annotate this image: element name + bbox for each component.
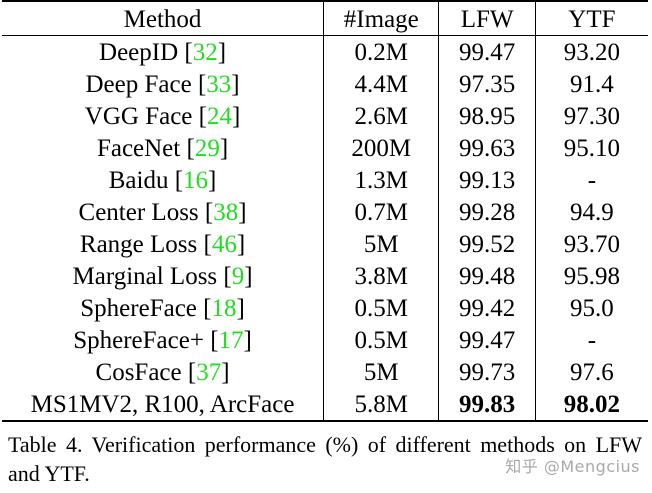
ytf-score-cell: 95.0 — [570, 294, 614, 322]
lfw-score-cell: 99.47 — [438, 35, 536, 68]
method-cell: CosFace [37] — [2, 356, 325, 388]
ytf-score-cell: 97.30 — [563, 102, 621, 130]
lfw-score-cell: 99.28 — [438, 196, 536, 228]
table-row: CosFace [37] 5M 99.73 97.6 — [2, 356, 648, 388]
method-cell: SphereFace+ [17] — [2, 324, 325, 356]
watermark: 知乎 @Mengcius — [505, 457, 640, 476]
lfw-score-cell: 99.63 — [438, 132, 536, 164]
ytf-score-cell: 95.98 — [563, 262, 621, 290]
image-count-cell: 0.5M — [323, 324, 440, 356]
citation-ref: 33 — [206, 70, 232, 98]
ytf-score-cell: 93.20 — [563, 38, 621, 66]
lfw-score-cell: 98.95 — [438, 100, 536, 132]
table-row: Deep Face [33] 4.4M 97.35 91.4 — [2, 68, 648, 100]
ytf-score-cell: - — [587, 166, 597, 194]
table-row: Range Loss [46] 5M 99.52 93.70 — [2, 228, 648, 260]
ytf-score-cell: 98.02 — [535, 388, 648, 422]
table-row: SphereFace+ [17] 0.5M 99.47 - — [2, 324, 648, 356]
table-caption: Table 4. Verification performance (%) of… — [8, 430, 642, 488]
results-table-container: Method #Image LFW YTF DeepID [32] 0.2M 99.… — [2, 0, 648, 422]
lfw-score-cell: 99.52 — [438, 228, 536, 260]
lfw-score-cell: 99.42 — [438, 292, 536, 324]
table-row: Baidu [16] 1.3M 99.13 - — [2, 164, 648, 196]
table-row: MS1MV2, R100, ArcFace 5.8M 99.83 98.02 — [2, 388, 648, 422]
method-cell: Deep Face [33] — [2, 68, 325, 100]
method-cell: FaceNet [29] — [2, 132, 325, 164]
header-lfw: LFW — [438, 0, 536, 36]
table-row: DeepID [32] 0.2M 99.47 93.20 — [2, 35, 648, 68]
method-name: VGG Face — [84, 102, 193, 130]
ytf-score-cell: 97.6 — [570, 358, 614, 386]
lfw-score-cell: 99.47 — [438, 324, 536, 356]
image-count-cell: 0.5M — [323, 292, 440, 324]
method-cell: SphereFace [18] — [2, 292, 325, 324]
image-count-cell: 5.8M — [323, 388, 440, 422]
table-row: Center Loss [38] 0.7M 99.28 94.9 — [2, 196, 648, 228]
method-name: SphereFace — [80, 294, 197, 322]
citation-ref: 24 — [206, 102, 232, 130]
method-name: CosFace — [95, 358, 182, 386]
caption-label: Table 4. — [8, 432, 83, 457]
ytf-score-cell: 94.9 — [570, 198, 614, 226]
caption-text: Verification performance (%) of differen… — [8, 432, 643, 486]
method-name: DeepID — [99, 38, 179, 66]
citation-ref: 38 — [213, 198, 239, 226]
method-cell: Baidu [16] — [2, 164, 325, 196]
lfw-score-cell: 99.48 — [438, 260, 536, 292]
verification-results-table: Method #Image LFW YTF DeepID [32] 0.2M 99.… — [2, 0, 648, 422]
method-name: Marginal Loss — [72, 262, 218, 290]
method-name: Baidu — [108, 166, 169, 194]
method-name: Center Loss — [78, 198, 199, 226]
table-row: SphereFace [18] 0.5M 99.42 95.0 — [2, 292, 648, 324]
method-name: FaceNet — [96, 134, 181, 162]
citation-ref: 37 — [196, 358, 222, 386]
method-name: Range Loss — [79, 230, 198, 258]
ytf-score-cell: 93.70 — [563, 230, 621, 258]
header-ytf: YTF — [535, 0, 648, 36]
method-name: SphereFace+ — [73, 326, 204, 354]
citation-ref: 18 — [211, 294, 237, 322]
citation-ref: 46 — [211, 230, 237, 258]
method-cell: Center Loss [38] — [2, 196, 325, 228]
method-name: Deep Face — [85, 70, 192, 98]
lfw-score-cell: 97.35 — [438, 68, 536, 100]
image-count-cell: 4.4M — [323, 68, 440, 100]
header-method: Method — [2, 0, 325, 36]
ytf-score-cell: 95.10 — [563, 134, 621, 162]
lfw-score-cell: 99.73 — [438, 356, 536, 388]
citation-ref: 17 — [218, 326, 244, 354]
table-header-row: Method #Image LFW YTF — [2, 0, 648, 36]
lfw-score-cell: 99.83 — [438, 388, 536, 422]
header-images: #Image — [323, 0, 440, 36]
table-row: VGG Face [24] 2.6M 98.95 97.30 — [2, 100, 648, 132]
method-cell: Marginal Loss [9] — [2, 260, 325, 292]
method-cell: VGG Face [24] — [2, 100, 325, 132]
citation-ref: 16 — [183, 166, 209, 194]
method-cell: MS1MV2, R100, ArcFace — [2, 388, 325, 422]
image-count-cell: 3.8M — [323, 260, 440, 292]
image-count-cell: 1.3M — [323, 164, 440, 196]
ytf-score-cell: 91.4 — [570, 70, 614, 98]
image-count-cell: 200M — [323, 132, 440, 164]
table-row: FaceNet [29] 200M 99.63 95.10 — [2, 132, 648, 164]
image-count-cell: 5M — [323, 228, 440, 260]
citation-ref: 29 — [194, 134, 220, 162]
image-count-cell: 0.2M — [323, 35, 440, 68]
lfw-score-cell: 99.13 — [438, 164, 536, 196]
image-count-cell: 5M — [323, 356, 440, 388]
image-count-cell: 0.7M — [323, 196, 440, 228]
method-cell: Range Loss [46] — [2, 228, 325, 260]
method-name: MS1MV2, R100, ArcFace — [30, 390, 295, 418]
ytf-score-cell: - — [587, 326, 597, 354]
method-cell: DeepID [32] — [2, 35, 325, 68]
citation-ref: 32 — [192, 38, 218, 66]
image-count-cell: 2.6M — [323, 100, 440, 132]
table-row: Marginal Loss [9] 3.8M 99.48 95.98 — [2, 260, 648, 292]
table-body: DeepID [32] 0.2M 99.47 93.20 Deep Face [33] 4… — [2, 35, 648, 422]
citation-ref: 9 — [231, 262, 245, 290]
